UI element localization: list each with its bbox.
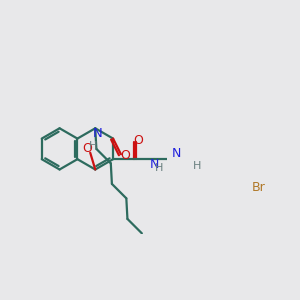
Text: O: O xyxy=(82,142,92,155)
Text: O: O xyxy=(133,134,143,147)
Text: Br: Br xyxy=(252,181,266,194)
Text: H: H xyxy=(89,141,97,151)
Text: O: O xyxy=(120,149,130,162)
Text: N: N xyxy=(150,158,160,171)
Text: H: H xyxy=(154,163,163,173)
Text: H: H xyxy=(192,161,201,171)
Text: N: N xyxy=(93,128,103,140)
Text: N: N xyxy=(172,147,181,160)
